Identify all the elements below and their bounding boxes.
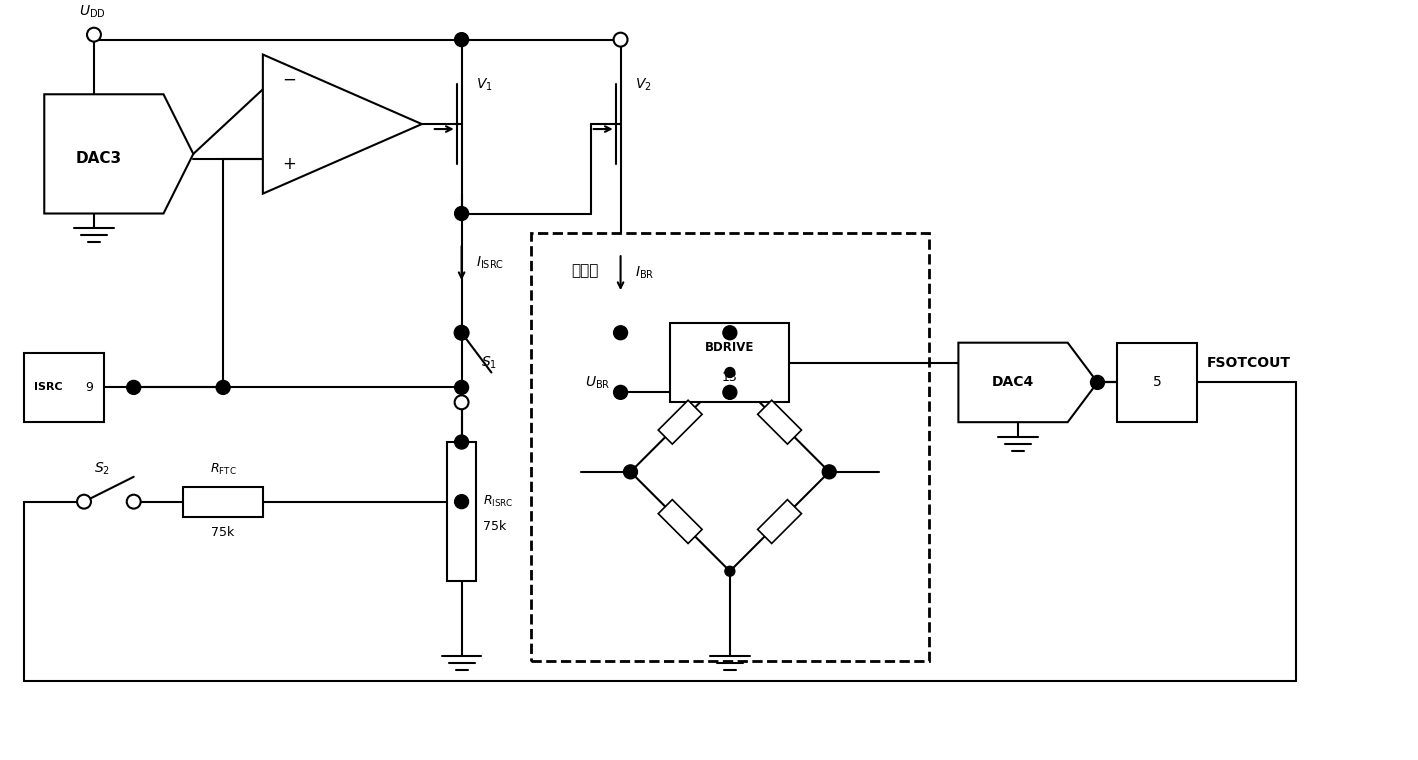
Circle shape [86, 27, 101, 42]
Circle shape [455, 207, 468, 220]
Circle shape [725, 368, 735, 378]
Text: 75k: 75k [211, 527, 235, 540]
Circle shape [614, 326, 628, 340]
Text: 13: 13 [722, 371, 737, 384]
FancyBboxPatch shape [447, 442, 476, 581]
Circle shape [614, 33, 628, 46]
Text: DAC3: DAC3 [75, 151, 122, 166]
Circle shape [725, 566, 735, 576]
Polygon shape [959, 343, 1098, 422]
Circle shape [824, 467, 834, 477]
Text: $S_2$: $S_2$ [94, 461, 111, 477]
Circle shape [624, 465, 638, 479]
Bar [658, 401, 702, 444]
Text: $R_{\rm ISRC}$: $R_{\rm ISRC}$ [484, 494, 513, 509]
Bar [757, 499, 801, 543]
FancyBboxPatch shape [24, 353, 104, 422]
Text: 9: 9 [85, 381, 94, 394]
Polygon shape [262, 55, 421, 194]
Text: BDRIVE: BDRIVE [705, 341, 754, 354]
FancyBboxPatch shape [1117, 343, 1197, 422]
Text: 传感器: 传感器 [571, 263, 598, 278]
Text: ISRC: ISRC [34, 382, 62, 392]
Text: FSOTCOUT: FSOTCOUT [1207, 356, 1290, 369]
Circle shape [625, 467, 635, 477]
Circle shape [455, 326, 468, 340]
Circle shape [455, 33, 468, 46]
Text: $I_{\rm ISRC}$: $I_{\rm ISRC}$ [476, 255, 505, 271]
Text: $I_{\rm BR}$: $I_{\rm BR}$ [635, 265, 655, 281]
Text: $S_1$: $S_1$ [482, 354, 498, 371]
Bar [658, 499, 702, 543]
Circle shape [822, 465, 837, 479]
Text: $R_{\rm FTC}$: $R_{\rm FTC}$ [210, 462, 237, 477]
Circle shape [723, 385, 737, 399]
Circle shape [455, 326, 468, 340]
Text: $U_{\rm DD}$: $U_{\rm DD}$ [79, 3, 106, 20]
Circle shape [216, 381, 230, 394]
Circle shape [614, 385, 628, 399]
Circle shape [126, 381, 140, 394]
Circle shape [1090, 375, 1105, 389]
Circle shape [455, 381, 468, 394]
Circle shape [455, 435, 468, 449]
Bar [757, 401, 801, 444]
Circle shape [77, 495, 91, 508]
Text: +: + [282, 155, 296, 173]
Text: $U_{\rm BR}$: $U_{\rm BR}$ [586, 374, 611, 391]
Text: DAC4: DAC4 [993, 375, 1034, 389]
Text: −: − [282, 71, 296, 88]
Circle shape [455, 395, 468, 409]
Text: $V_2$: $V_2$ [635, 76, 652, 93]
Text: 5: 5 [1153, 375, 1161, 389]
Circle shape [723, 326, 737, 340]
Text: $V_1$: $V_1$ [476, 76, 493, 93]
Bar [532, 233, 929, 660]
Text: 75k: 75k [484, 520, 506, 533]
Circle shape [455, 495, 468, 508]
FancyBboxPatch shape [671, 323, 790, 402]
Circle shape [126, 495, 140, 508]
Polygon shape [44, 94, 193, 214]
FancyBboxPatch shape [183, 486, 262, 517]
